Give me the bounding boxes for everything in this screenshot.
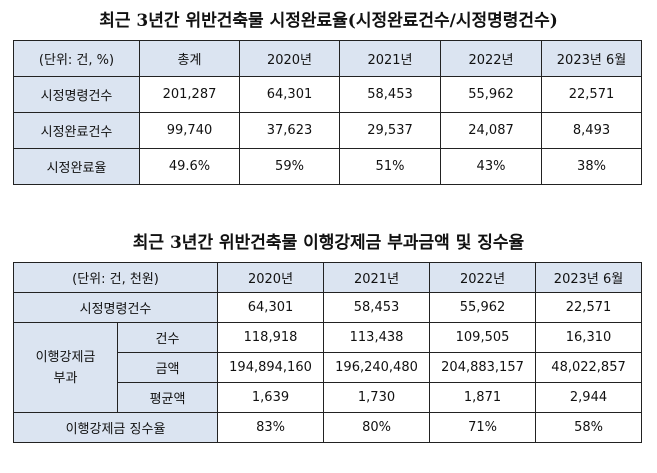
table-cell: 37,623 [239,112,340,149]
table-cell: 71% [429,412,537,443]
table-cell: 48,022,857 [535,352,643,383]
table-cell: 59% [239,148,340,185]
table-cell: 16,310 [535,322,643,353]
table-cell: 55,962 [429,292,537,323]
unit-header-cell: (단위: 건, 천원) [12,262,219,293]
table-cell: 118,918 [217,322,325,353]
table-cell: 51% [339,148,441,185]
row-label: 시정명령건수 [13,76,140,113]
table-header-row: (단위: 건, 천원) 2020년 2021년 2022년 2023년 6월 [12,262,643,293]
table-cell: 2,944 [535,382,643,413]
table-cell: 43% [440,148,542,185]
enforcement-fine-table: (단위: 건, 천원) 2020년 2021년 2022년 2023년 6월 시… [12,262,643,443]
table-cell: 24,087 [440,112,542,149]
table-cell: 55,962 [440,76,542,113]
table-cell: 58% [535,412,643,443]
table-cell: 196,240,480 [323,352,431,383]
table-cell: 49.6% [139,148,240,185]
table-row: 시정완료율 49.6% 59% 51% 43% 38% [13,148,642,185]
table-cell: 194,894,160 [217,352,325,383]
levy-group-label: 이행강제금 부과 [13,322,118,413]
table-cell: 8,493 [541,112,642,149]
table-cell: 29,537 [339,112,441,149]
row-label: 건수 [116,322,219,353]
table-cell: 99,740 [139,112,240,149]
header-cell: 2021년 [339,40,441,77]
table-cell: 201,287 [139,76,240,113]
header-cell: 2022년 [440,40,542,77]
unit-header-cell: (단위: 건, %) [13,40,140,77]
table-row: 시정명령건수 201,287 64,301 58,453 55,962 22,5… [13,76,642,113]
row-label: 시정완료건수 [13,112,140,149]
table-cell: 64,301 [217,292,325,323]
table-row: 이행강제금 징수율 83% 80% 71% 58% [12,412,643,443]
table1-title: 최근 3년간 위반건축물 시정완료율(시정완료건수/시정명령건수) [99,11,558,31]
header-cell: 2023년 6월 [541,40,642,77]
table-row: 평균액 1,639 1,730 1,871 2,944 [14,382,643,413]
table-cell: 64,301 [239,76,340,113]
table-cell: 58,453 [339,76,441,113]
table-cell: 22,571 [541,76,642,113]
table-row: 시정명령건수 64,301 58,453 55,962 22,571 [12,292,643,323]
table2-title: 최근 3년간 위반건축물 이행강제금 부과금액 및 징수율 [132,233,525,253]
row-label: 금액 [116,352,219,383]
header-cell: 2021년 [323,262,431,293]
table-cell: 109,505 [429,322,537,353]
table-cell: 83% [217,412,325,443]
table-cell: 80% [323,412,431,443]
header-cell: 2020년 [217,262,325,293]
table-cell: 204,883,157 [429,352,537,383]
table-cell: 113,438 [323,322,431,353]
row-label: 시정완료율 [13,148,140,185]
header-cell: 총계 [139,40,240,77]
table-cell: 1,730 [323,382,431,413]
table-row: 금액 194,894,160 196,240,480 204,883,157 4… [14,352,643,383]
header-cell: 2022년 [429,262,537,293]
header-cell: 2020년 [239,40,340,77]
table-cell: 1,871 [429,382,537,413]
table-cell: 22,571 [535,292,643,323]
table-cell: 58,453 [323,292,431,323]
row-label: 평균액 [116,382,219,413]
table-header-row: (단위: 건, %) 총계 2020년 2021년 2022년 2023년 6월 [13,40,642,77]
row-label: 시정명령건수 [12,292,219,323]
table-cell: 38% [541,148,642,185]
row-label: 이행강제금 징수율 [12,412,219,443]
header-cell: 2023년 6월 [535,262,643,293]
table-row: 이행강제금 부과 건수 118,918 113,438 109,505 16,3… [13,322,643,413]
correction-rate-table: (단위: 건, %) 총계 2020년 2021년 2022년 2023년 6월… [13,40,642,185]
table-cell: 1,639 [217,382,325,413]
table-row: 시정완료건수 99,740 37,623 29,537 24,087 8,493 [13,112,642,149]
